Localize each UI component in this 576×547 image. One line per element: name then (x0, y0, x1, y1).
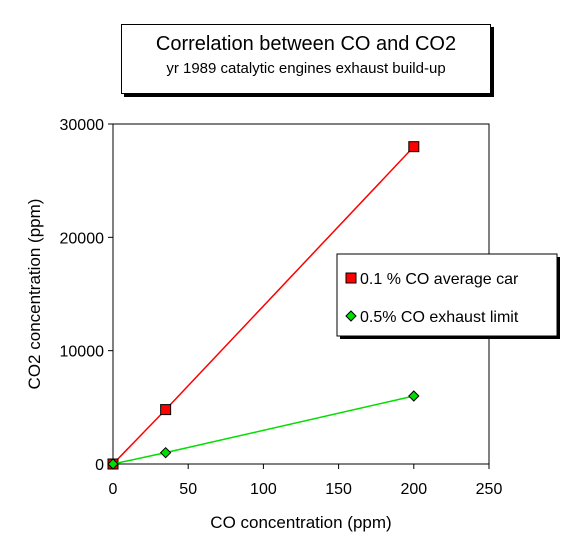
chart-subtitle: yr 1989 catalytic engines exhaust build-… (166, 60, 446, 77)
y-tick-label: 10000 (60, 344, 105, 361)
y-axis-title: CO2 concentration (ppm) (25, 199, 44, 390)
data-point-diamond (408, 390, 420, 402)
legend-label: 0.1 % CO average car (360, 271, 519, 288)
x-tick-label: 100 (250, 481, 277, 498)
x-tick-label: 150 (325, 481, 352, 498)
series-line-2 (112, 395, 414, 465)
legend-marker-square (345, 272, 357, 284)
chart-title-box: Correlation between CO and CO2 yr 1989 c… (121, 24, 491, 94)
data-point-diamond (107, 458, 119, 470)
y-tick-label: 30000 (60, 117, 105, 134)
y-tick-label: 0 (95, 457, 104, 474)
data-point-square (408, 141, 420, 153)
x-tick-label: 0 (109, 481, 118, 498)
x-axis-title: CO concentration (ppm) (210, 513, 391, 532)
legend-box (336, 253, 558, 337)
x-tick-label: 50 (179, 481, 197, 498)
y-tick-label: 20000 (60, 230, 105, 247)
x-tick-label: 250 (476, 481, 503, 498)
data-point-square (160, 404, 172, 416)
legend-marker-diamond (345, 310, 357, 322)
data-point-diamond (159, 446, 172, 459)
chart-title: Correlation between CO and CO2 (155, 33, 457, 55)
x-tick-label: 200 (400, 481, 427, 498)
legend-label: 0.5% CO exhaust limit (360, 309, 519, 326)
